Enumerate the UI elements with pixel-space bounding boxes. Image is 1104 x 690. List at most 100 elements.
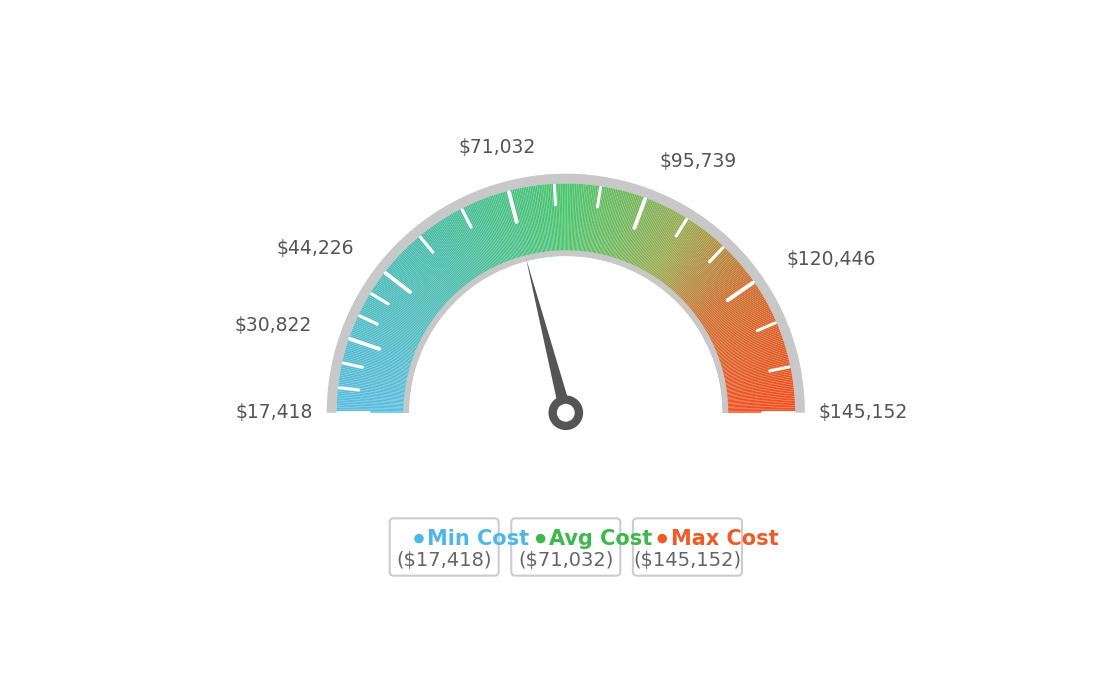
Wedge shape [415, 239, 464, 295]
Wedge shape [364, 301, 429, 337]
Text: $17,418: $17,418 [235, 403, 312, 422]
Wedge shape [684, 262, 740, 311]
Wedge shape [675, 248, 726, 301]
Wedge shape [722, 398, 795, 404]
Wedge shape [681, 257, 735, 307]
Wedge shape [637, 208, 671, 274]
Wedge shape [339, 379, 411, 391]
Wedge shape [712, 332, 781, 359]
Wedge shape [510, 190, 529, 261]
Wedge shape [615, 195, 640, 264]
Wedge shape [668, 239, 718, 295]
Wedge shape [647, 217, 686, 279]
Wedge shape [718, 356, 788, 375]
Wedge shape [585, 186, 596, 257]
Wedge shape [715, 347, 786, 369]
Wedge shape [355, 320, 423, 351]
Wedge shape [344, 351, 415, 371]
Wedge shape [633, 206, 665, 272]
Wedge shape [347, 342, 417, 366]
Wedge shape [714, 340, 784, 364]
FancyBboxPatch shape [511, 518, 620, 575]
Wedge shape [709, 318, 775, 349]
Wedge shape [710, 324, 777, 353]
Text: ($145,152): ($145,152) [634, 551, 742, 570]
Wedge shape [524, 187, 539, 259]
FancyBboxPatch shape [633, 518, 742, 575]
Wedge shape [490, 196, 516, 265]
Wedge shape [684, 264, 741, 312]
Wedge shape [613, 194, 637, 264]
Text: $145,152: $145,152 [819, 403, 909, 422]
Wedge shape [641, 212, 678, 276]
Polygon shape [189, 413, 943, 614]
Wedge shape [661, 232, 708, 290]
Wedge shape [411, 243, 460, 298]
Wedge shape [346, 347, 416, 369]
Wedge shape [438, 221, 480, 283]
Wedge shape [376, 282, 437, 325]
Wedge shape [590, 186, 602, 258]
Wedge shape [693, 279, 753, 323]
Wedge shape [668, 239, 716, 295]
Wedge shape [626, 201, 655, 268]
Wedge shape [350, 333, 418, 359]
Wedge shape [716, 351, 787, 371]
Text: Max Cost: Max Cost [670, 529, 778, 549]
Wedge shape [406, 247, 458, 300]
Wedge shape [437, 222, 479, 284]
Wedge shape [645, 215, 682, 278]
Wedge shape [696, 286, 757, 327]
Wedge shape [337, 400, 410, 406]
Wedge shape [711, 328, 779, 356]
Wedge shape [337, 398, 410, 404]
Wedge shape [460, 208, 495, 274]
Wedge shape [393, 261, 448, 310]
Wedge shape [699, 291, 762, 331]
Wedge shape [669, 241, 719, 296]
Wedge shape [708, 317, 775, 348]
Wedge shape [417, 237, 465, 294]
Wedge shape [609, 193, 631, 263]
Wedge shape [605, 190, 625, 262]
Wedge shape [667, 237, 714, 294]
Wedge shape [721, 388, 794, 397]
Wedge shape [673, 246, 724, 299]
Wedge shape [722, 407, 795, 411]
Wedge shape [429, 227, 474, 287]
Wedge shape [584, 185, 595, 257]
Wedge shape [690, 274, 750, 319]
Wedge shape [502, 192, 523, 262]
Wedge shape [350, 335, 418, 361]
Wedge shape [597, 188, 614, 259]
Wedge shape [659, 228, 703, 288]
Wedge shape [343, 356, 414, 375]
Wedge shape [357, 317, 424, 348]
Wedge shape [665, 235, 712, 292]
Wedge shape [370, 293, 433, 332]
Wedge shape [650, 220, 692, 282]
Wedge shape [657, 226, 701, 286]
Wedge shape [719, 364, 790, 381]
Wedge shape [720, 375, 793, 388]
Wedge shape [564, 184, 565, 256]
Wedge shape [655, 224, 698, 285]
Wedge shape [401, 252, 454, 304]
Wedge shape [561, 184, 563, 256]
Wedge shape [701, 296, 764, 334]
Wedge shape [341, 363, 413, 380]
Wedge shape [713, 337, 783, 362]
Wedge shape [352, 328, 421, 356]
Wedge shape [643, 213, 679, 277]
Wedge shape [532, 186, 544, 258]
Wedge shape [474, 202, 503, 270]
Wedge shape [446, 217, 485, 279]
Wedge shape [346, 348, 415, 371]
Wedge shape [575, 184, 582, 257]
Wedge shape [570, 184, 573, 256]
Wedge shape [373, 287, 435, 328]
Wedge shape [360, 310, 426, 344]
Wedge shape [359, 312, 425, 345]
Wedge shape [385, 269, 444, 316]
Wedge shape [458, 209, 493, 275]
